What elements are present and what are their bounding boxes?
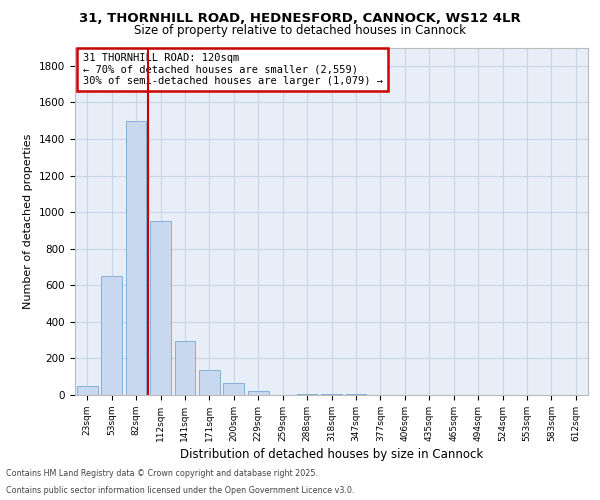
Y-axis label: Number of detached properties: Number of detached properties [23, 134, 34, 309]
Bar [199, 370, 220, 395]
Bar [223, 383, 244, 395]
Bar [175, 341, 196, 395]
Text: 31, THORNHILL ROAD, HEDNESFORD, CANNOCK, WS12 4LR: 31, THORNHILL ROAD, HEDNESFORD, CANNOCK,… [79, 12, 521, 26]
Text: Contains public sector information licensed under the Open Government Licence v3: Contains public sector information licen… [6, 486, 355, 495]
Bar [296, 394, 317, 395]
Bar [346, 394, 367, 395]
Bar [101, 276, 122, 395]
Bar [125, 120, 146, 395]
Text: Size of property relative to detached houses in Cannock: Size of property relative to detached ho… [134, 24, 466, 37]
Text: 31 THORNHILL ROAD: 120sqm
← 70% of detached houses are smaller (2,559)
30% of se: 31 THORNHILL ROAD: 120sqm ← 70% of detac… [83, 52, 383, 86]
X-axis label: Distribution of detached houses by size in Cannock: Distribution of detached houses by size … [180, 448, 483, 461]
Bar [248, 392, 269, 395]
Text: Contains HM Land Registry data © Crown copyright and database right 2025.: Contains HM Land Registry data © Crown c… [6, 468, 318, 477]
Bar [77, 386, 98, 395]
Bar [321, 394, 342, 395]
Bar [150, 221, 171, 395]
